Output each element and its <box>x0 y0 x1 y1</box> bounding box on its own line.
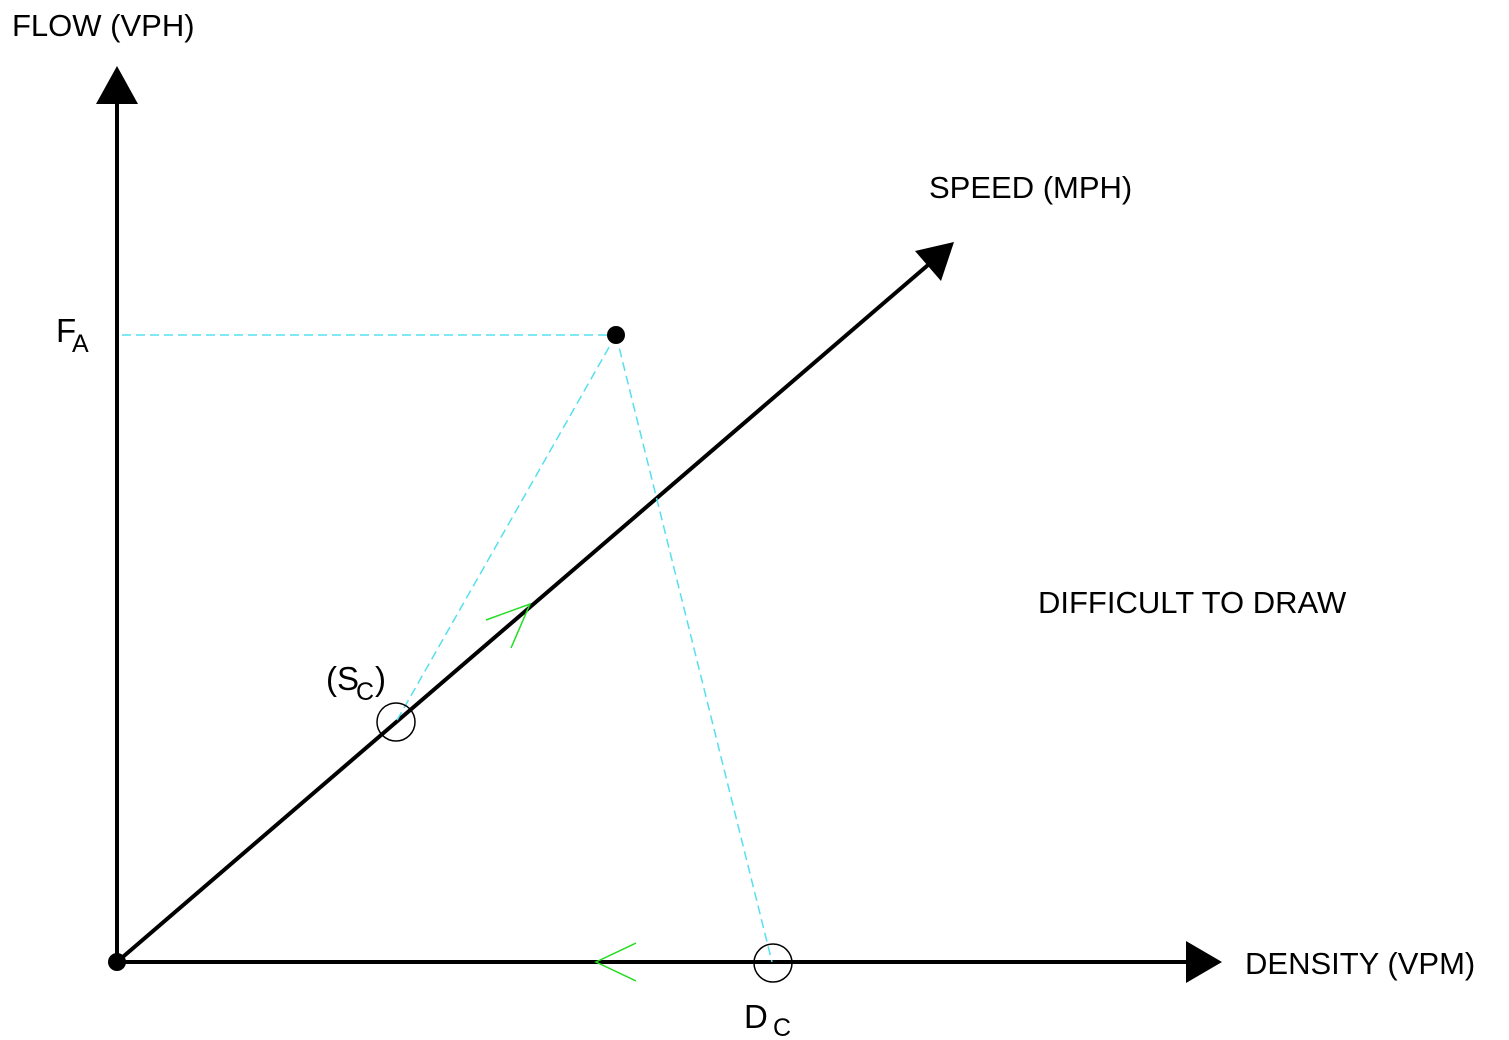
speed-direction-arrow <box>485 602 532 649</box>
speed-axis-label: SPEED (MPH) <box>929 170 1132 205</box>
fa-label: F <box>56 312 76 349</box>
density-axis-label: DENSITY (VPM) <box>1245 946 1475 981</box>
dc-label: D <box>744 998 768 1035</box>
dc-projection-line <box>615 334 773 963</box>
sc-projection-line <box>395 334 617 723</box>
flow-axis-arrowhead <box>96 66 138 104</box>
dc-label-subscript: C <box>773 1014 791 1040</box>
density-axis-arrowhead <box>1186 941 1222 983</box>
fa-label-subscript: A <box>72 330 89 358</box>
speed-axis <box>115 263 930 964</box>
speed-axis-arrowhead <box>915 242 954 281</box>
operating-point <box>607 326 625 344</box>
origin-point <box>108 953 126 971</box>
sc-label: (S <box>326 660 359 697</box>
sc-label-subscript: C <box>356 678 374 706</box>
sc-label-close: ) <box>375 660 386 697</box>
sc-marker <box>376 702 416 742</box>
dc-marker <box>753 943 793 983</box>
difficult-to-draw-note: DIFFICULT TO DRAW <box>1038 585 1347 620</box>
flow-axis-label: FLOW (VPH) <box>12 8 195 43</box>
density-direction-arrow <box>594 942 637 982</box>
